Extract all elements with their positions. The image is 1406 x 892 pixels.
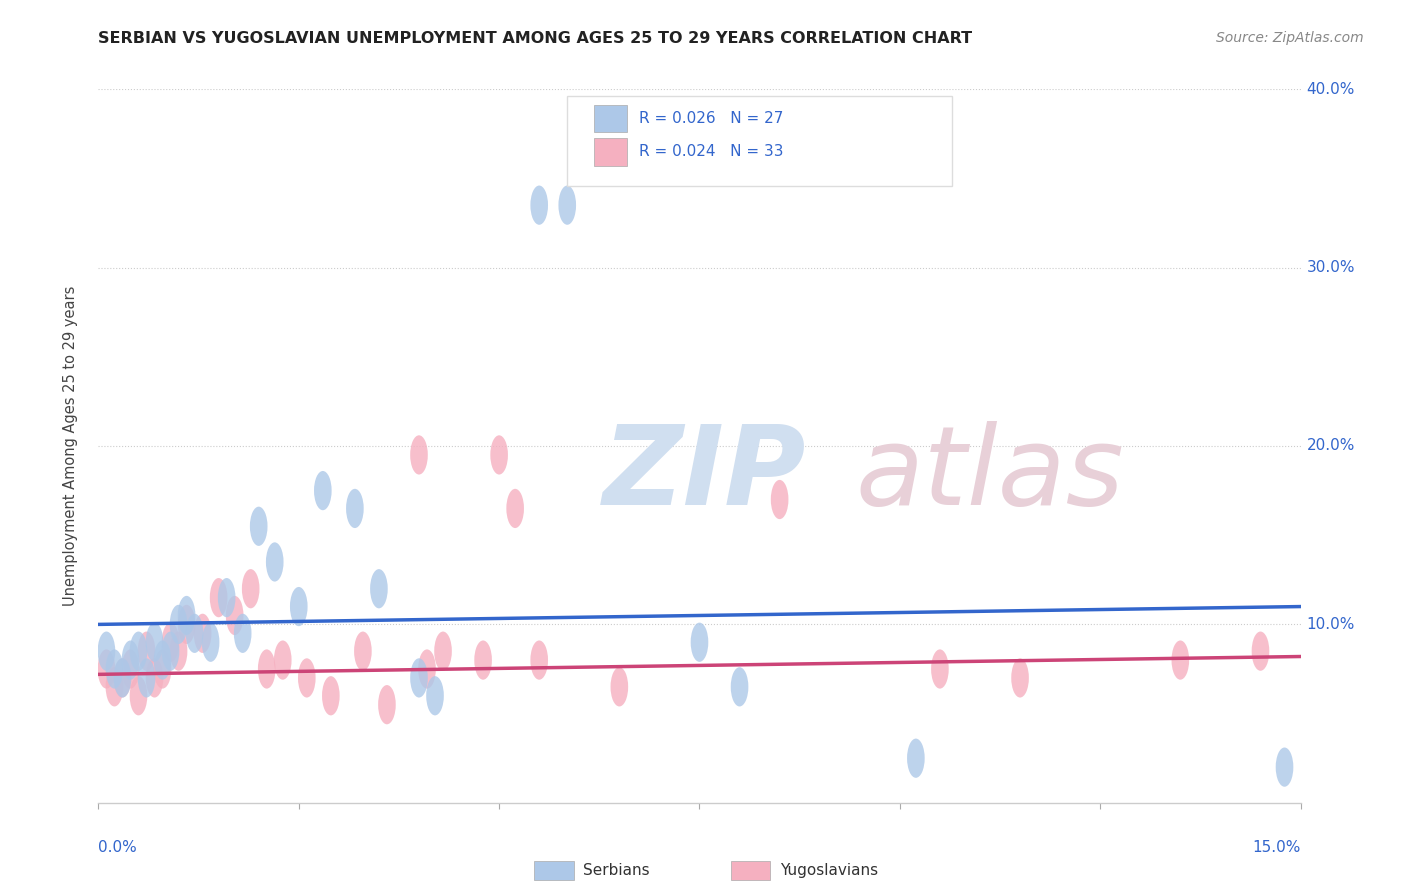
Ellipse shape [1275,747,1294,787]
Ellipse shape [177,596,195,635]
Ellipse shape [690,623,709,662]
Ellipse shape [530,186,548,225]
Text: atlas: atlas [856,421,1125,528]
Ellipse shape [354,632,371,671]
Ellipse shape [426,676,444,715]
Ellipse shape [138,632,155,671]
Ellipse shape [153,649,172,689]
Ellipse shape [610,667,628,706]
Ellipse shape [194,614,211,653]
Ellipse shape [138,658,155,698]
Ellipse shape [907,739,925,778]
Ellipse shape [474,640,492,680]
Ellipse shape [1251,632,1270,671]
Ellipse shape [411,435,427,475]
FancyBboxPatch shape [593,105,627,132]
Ellipse shape [186,614,204,653]
Text: 15.0%: 15.0% [1253,840,1301,855]
Ellipse shape [411,658,427,698]
Ellipse shape [378,685,395,724]
Ellipse shape [290,587,308,626]
Text: Yugoslavians: Yugoslavians [780,863,879,878]
Ellipse shape [146,623,163,662]
Ellipse shape [298,658,315,698]
FancyBboxPatch shape [567,96,952,186]
Ellipse shape [114,658,131,698]
Text: 10.0%: 10.0% [1306,617,1355,632]
Ellipse shape [202,623,219,662]
Ellipse shape [418,649,436,689]
Ellipse shape [1011,658,1029,698]
Text: R = 0.024   N = 33: R = 0.024 N = 33 [640,145,785,160]
Ellipse shape [434,632,451,671]
FancyBboxPatch shape [593,138,627,166]
Ellipse shape [209,578,228,617]
Ellipse shape [170,605,187,644]
Text: 20.0%: 20.0% [1306,439,1355,453]
Ellipse shape [322,676,340,715]
Ellipse shape [530,640,548,680]
Ellipse shape [314,471,332,510]
Text: Serbians: Serbians [583,863,650,878]
Ellipse shape [491,435,508,475]
Ellipse shape [97,632,115,671]
Ellipse shape [257,649,276,689]
Ellipse shape [266,542,284,582]
Ellipse shape [1171,640,1189,680]
Text: SERBIAN VS YUGOSLAVIAN UNEMPLOYMENT AMONG AGES 25 TO 29 YEARS CORRELATION CHART: SERBIAN VS YUGOSLAVIAN UNEMPLOYMENT AMON… [98,31,973,46]
Ellipse shape [931,649,949,689]
Ellipse shape [770,480,789,519]
Ellipse shape [506,489,524,528]
Ellipse shape [122,649,139,689]
Ellipse shape [170,632,187,671]
Ellipse shape [346,489,364,528]
Ellipse shape [226,596,243,635]
Text: Source: ZipAtlas.com: Source: ZipAtlas.com [1216,31,1364,45]
Ellipse shape [129,676,148,715]
Ellipse shape [122,640,139,680]
Ellipse shape [274,640,291,680]
Ellipse shape [162,623,180,662]
Ellipse shape [250,507,267,546]
Ellipse shape [105,667,124,706]
Ellipse shape [153,640,172,680]
Ellipse shape [177,605,195,644]
Text: R = 0.026   N = 27: R = 0.026 N = 27 [640,111,783,126]
Ellipse shape [731,667,748,706]
Ellipse shape [558,186,576,225]
Y-axis label: Unemployment Among Ages 25 to 29 years: Unemployment Among Ages 25 to 29 years [63,285,77,607]
Ellipse shape [97,649,115,689]
Text: 0.0%: 0.0% [98,840,138,855]
Text: 40.0%: 40.0% [1306,82,1355,96]
Ellipse shape [370,569,388,608]
Ellipse shape [233,614,252,653]
Ellipse shape [129,632,148,671]
Ellipse shape [146,658,163,698]
Ellipse shape [162,632,180,671]
Ellipse shape [114,658,131,698]
Text: 30.0%: 30.0% [1306,260,1355,275]
Ellipse shape [105,649,124,689]
Ellipse shape [218,578,235,617]
Text: ZIP: ZIP [603,421,807,528]
Ellipse shape [242,569,260,608]
